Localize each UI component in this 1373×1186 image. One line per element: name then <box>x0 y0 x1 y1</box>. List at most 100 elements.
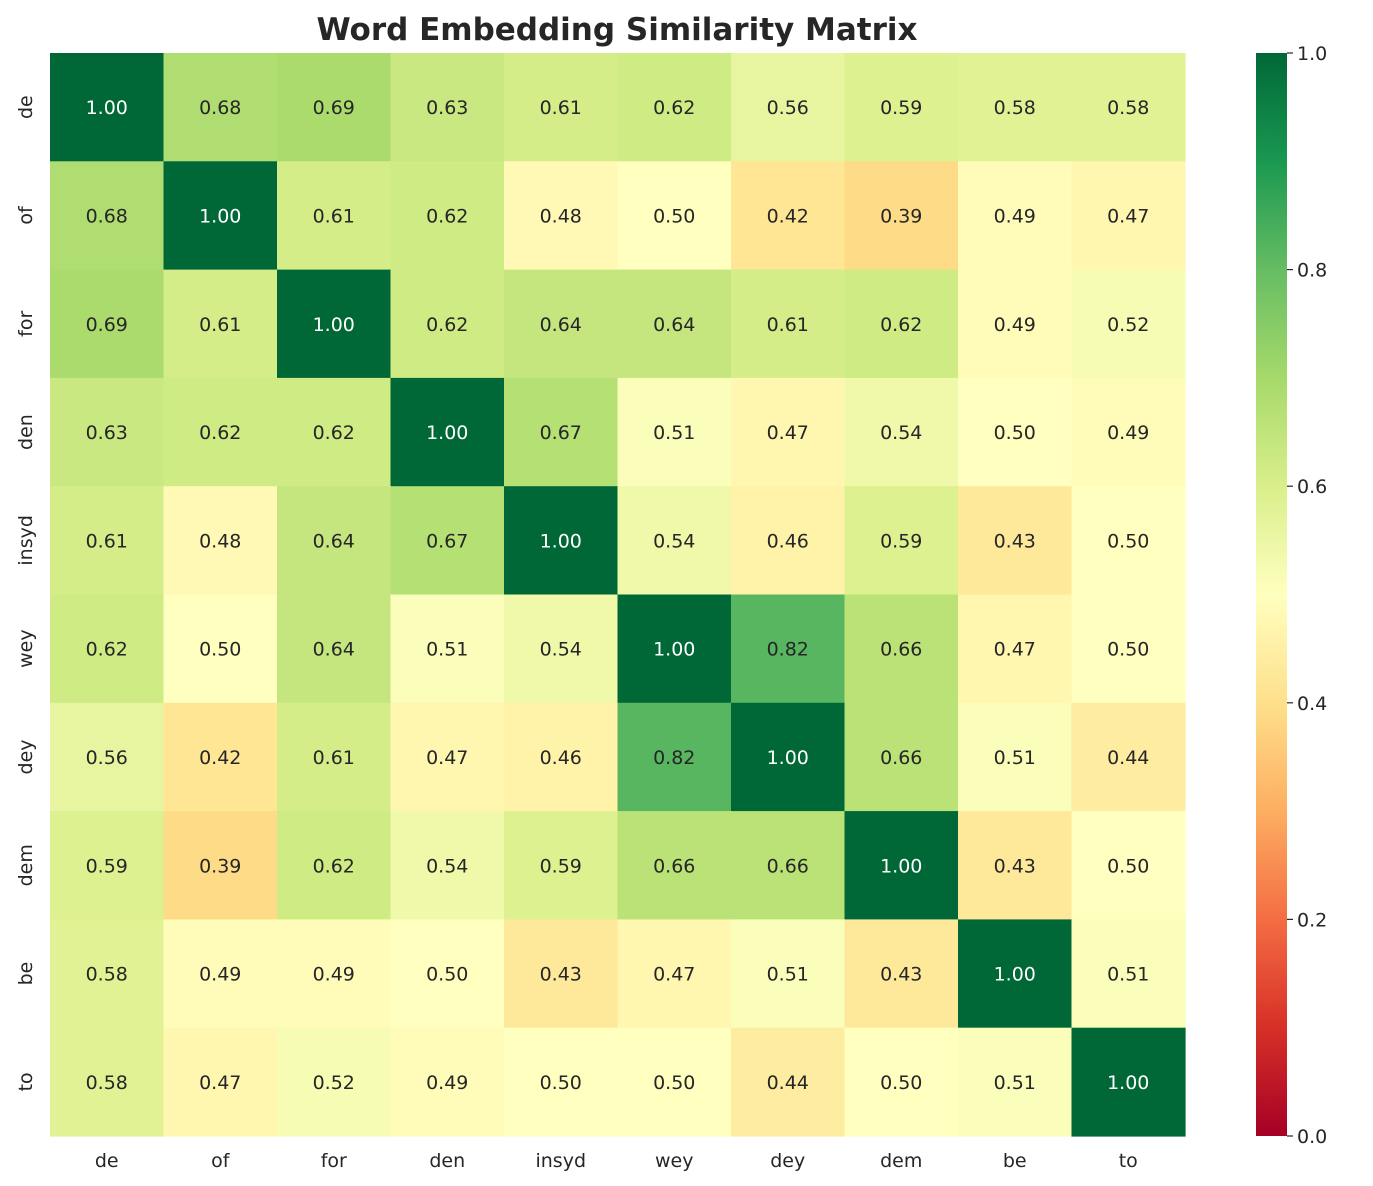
heatmap-cell-dem-den <box>390 811 505 920</box>
heatmap-cell-wey-de <box>50 594 165 704</box>
heatmap-cell-de-insyd <box>504 53 619 162</box>
heatmap-cell-dey-den <box>390 702 505 812</box>
cell-value-label: 0.59 <box>540 855 582 877</box>
x-tick-label: to <box>1119 1150 1138 1172</box>
cell-value-label: 0.62 <box>313 855 355 877</box>
cell-value-label: 1.00 <box>86 97 128 119</box>
x-tick-label: dey <box>770 1150 805 1172</box>
cell-value-label: 0.47 <box>199 1072 241 1094</box>
heatmap-cell-be-of <box>163 919 278 1029</box>
cell-value-label: 0.51 <box>767 964 809 986</box>
heatmap-cell-dem-be <box>958 811 1073 920</box>
heatmap-cell-wey-of <box>163 594 278 704</box>
cell-value-label: 0.50 <box>1107 855 1149 877</box>
x-tick-label: de <box>95 1150 119 1172</box>
cell-value-label: 0.52 <box>313 1072 355 1094</box>
cell-value-label: 0.47 <box>994 639 1036 661</box>
cell-value-label: 0.59 <box>880 97 922 119</box>
cell-value-label: 0.54 <box>540 639 582 661</box>
heatmap-cell-to-be <box>958 1027 1073 1137</box>
y-tick-label: insyd <box>15 515 37 566</box>
cell-value-label: 0.50 <box>1107 530 1149 552</box>
heatmap-cell-wey-be <box>958 594 1073 704</box>
heatmap-cell-dem-to <box>1071 811 1186 920</box>
heatmap-cell-for-den <box>390 269 505 379</box>
y-tick-label: wey <box>15 629 37 667</box>
heatmap-cell-for-of <box>163 269 278 379</box>
cell-value-label: 0.47 <box>653 964 695 986</box>
colorbar-tick-label: 0.4 <box>1297 693 1327 715</box>
cell-value-label: 0.44 <box>767 1072 809 1094</box>
heatmap-cell-insyd-be <box>958 486 1073 596</box>
cell-value-label: 0.61 <box>767 314 809 336</box>
heatmap-cell-for-de <box>50 269 165 379</box>
heatmap-cell-be-to <box>1071 919 1186 1029</box>
chart-title: Word Embedding Similarity Matrix <box>316 12 917 48</box>
heatmap-cell-be-den <box>390 919 505 1029</box>
heatmap-cell-de-de <box>50 53 165 162</box>
x-tick-label: of <box>211 1150 231 1172</box>
x-tick-label: wey <box>655 1150 693 1172</box>
heatmap-cell-wey-to <box>1071 594 1186 704</box>
heatmap-cell-den-de <box>50 377 165 487</box>
heatmap-cell-of-for <box>277 161 392 271</box>
cell-value-label: 0.51 <box>426 639 468 661</box>
cell-value-label: 0.47 <box>426 747 468 769</box>
heatmap-cell-be-dey <box>731 919 846 1029</box>
cell-value-label: 0.58 <box>1107 97 1149 119</box>
cell-value-label: 0.59 <box>880 530 922 552</box>
heatmap-cell-to-dey <box>731 1027 846 1137</box>
cell-value-label: 0.62 <box>313 422 355 444</box>
heatmap-cell-dey-dey <box>731 702 846 812</box>
heatmap-cell-den-to <box>1071 377 1186 487</box>
cell-value-label: 0.42 <box>199 747 241 769</box>
heatmap-cell-insyd-den <box>390 486 505 596</box>
heatmap-cell-of-to <box>1071 161 1186 271</box>
cell-value-label: 1.00 <box>994 964 1036 986</box>
heatmap-cell-dem-for <box>277 811 392 920</box>
colorbar-tick-label: 0.0 <box>1297 1126 1327 1148</box>
cell-value-label: 0.54 <box>426 855 468 877</box>
heatmap-cell-to-of <box>163 1027 278 1137</box>
heatmap-cell-insyd-for <box>277 486 392 596</box>
heatmap-cell-den-insyd <box>504 377 619 487</box>
heatmap-cell-of-of <box>163 161 278 271</box>
heatmap-cell-of-dey <box>731 161 846 271</box>
cell-value-label: 0.66 <box>880 747 922 769</box>
heatmap-cell-dey-insyd <box>504 702 619 812</box>
heatmap-cell-dem-dey <box>731 811 846 920</box>
cell-value-label: 0.50 <box>653 205 695 227</box>
heatmap-cell-be-insyd <box>504 919 619 1029</box>
cell-value-label: 0.50 <box>994 422 1036 444</box>
heatmap-cell-dem-of <box>163 811 278 920</box>
cell-value-label: 0.64 <box>653 314 695 336</box>
heatmap-cell-dey-to <box>1071 702 1186 812</box>
cell-value-label: 0.43 <box>994 855 1036 877</box>
y-tick-label: be <box>15 962 37 986</box>
heatmap-cell-insyd-dey <box>731 486 846 596</box>
heatmap-cell-insyd-insyd <box>504 486 619 596</box>
heatmap-cell-for-for <box>277 269 392 379</box>
heatmap-cell-de-of <box>163 53 278 162</box>
heatmap-cell-to-insyd <box>504 1027 619 1137</box>
heatmap-cell-den-dey <box>731 377 846 487</box>
heatmap-cell-for-dey <box>731 269 846 379</box>
heatmap-cell-den-for <box>277 377 392 487</box>
cell-value-label: 0.63 <box>426 97 468 119</box>
cell-value-label: 0.48 <box>199 530 241 552</box>
heatmap-cell-den-dem <box>844 377 959 487</box>
cell-value-label: 0.46 <box>767 530 809 552</box>
cell-value-label: 0.61 <box>313 747 355 769</box>
heatmap-cell-for-wey <box>617 269 732 379</box>
heatmap-cell-of-wey <box>617 161 732 271</box>
heatmap-cell-dey-of <box>163 702 278 812</box>
heatmap-cell-dey-be <box>958 702 1073 812</box>
cell-value-label: 0.66 <box>653 855 695 877</box>
heatmap-cell-dem-de <box>50 811 165 920</box>
heatmap-cell-insyd-de <box>50 486 165 596</box>
cell-value-label: 0.62 <box>86 639 128 661</box>
heatmap-cell-for-to <box>1071 269 1186 379</box>
y-axis-tick-labels: de of for den insyd wey dey dem be to <box>15 95 37 1091</box>
cell-value-label: 0.67 <box>426 530 468 552</box>
